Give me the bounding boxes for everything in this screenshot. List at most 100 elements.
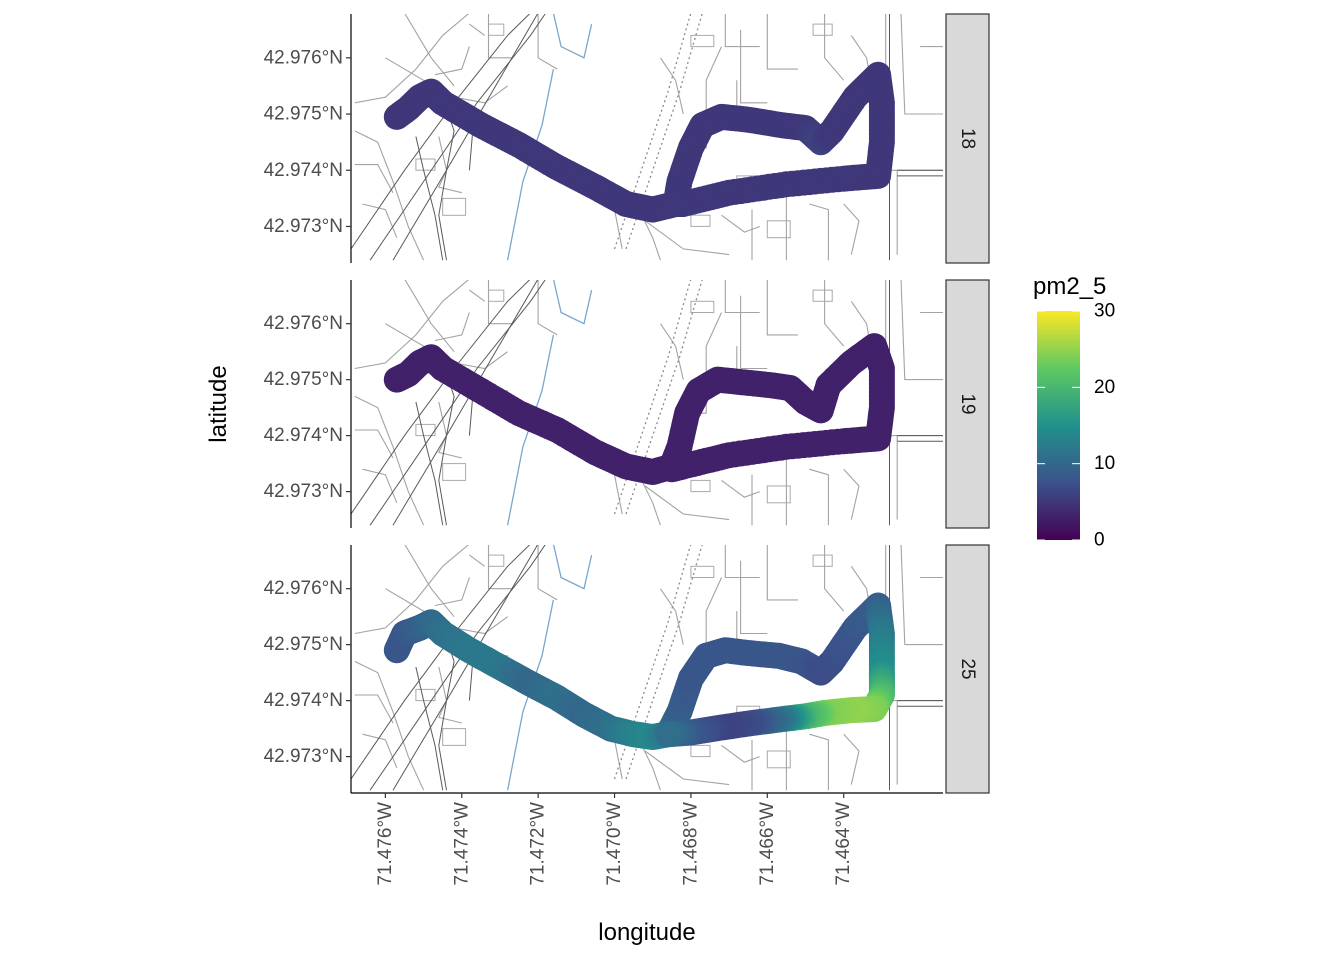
pm2-5-track xyxy=(383,61,895,223)
road-line xyxy=(824,545,845,612)
road-line xyxy=(659,323,684,380)
road-line xyxy=(809,733,829,791)
road-line xyxy=(766,280,798,336)
highway-line xyxy=(415,666,444,791)
building-outline xyxy=(442,728,467,746)
colorbar-ticks: 0 10 20 30 xyxy=(1037,301,1115,551)
road-line xyxy=(843,468,860,520)
building-outline xyxy=(766,485,791,504)
y-tick-label: 42.976°N xyxy=(264,578,343,599)
facet-panel-18: 18 xyxy=(350,13,990,264)
road-line xyxy=(362,203,398,238)
y-tick-label: 42.974°N xyxy=(264,160,343,181)
y-tick-label: 42.975°N xyxy=(264,104,343,125)
road-line xyxy=(487,280,512,325)
road-line xyxy=(354,395,425,526)
road-line xyxy=(469,23,486,36)
building-outline xyxy=(766,750,791,769)
basemap xyxy=(351,280,943,526)
road-line xyxy=(354,694,394,724)
x-tick-label: 71.476°W xyxy=(375,802,396,886)
road-line xyxy=(404,280,455,353)
water-line xyxy=(552,280,593,325)
road-line xyxy=(659,57,684,115)
road-line xyxy=(721,479,760,498)
colorbar xyxy=(1037,311,1080,540)
colorbar-tick-label: 10 xyxy=(1094,453,1115,474)
building-outline xyxy=(690,744,711,758)
y-tick-label: 42.976°N xyxy=(264,47,343,68)
x-tick-label: 71.472°W xyxy=(528,802,549,886)
x-tick-label: 71.468°W xyxy=(680,802,701,886)
facet-strip xyxy=(945,13,990,264)
road-line xyxy=(469,554,486,567)
building-outline xyxy=(488,23,505,36)
road-line xyxy=(404,14,455,87)
track-point xyxy=(658,456,685,483)
colorbar-tick-label: 0 xyxy=(1094,530,1105,551)
y-tick-label: 42.973°N xyxy=(264,481,343,502)
building-outline xyxy=(812,23,833,36)
building-outline xyxy=(812,554,833,567)
road-line xyxy=(362,468,398,504)
y-tick-label: 42.974°N xyxy=(264,690,343,711)
track-point xyxy=(655,721,681,748)
basemap xyxy=(351,545,943,791)
road-line xyxy=(824,14,845,81)
x-tick-label: 71.466°W xyxy=(757,802,778,886)
road-line xyxy=(354,130,425,261)
road-line xyxy=(766,14,798,70)
facet-strip xyxy=(945,279,990,529)
facet-panels: 18 19 25 xyxy=(350,13,990,794)
road-line xyxy=(613,474,623,515)
colorbar-tick-label: 30 xyxy=(1094,301,1115,322)
road-line xyxy=(644,750,730,786)
road-line xyxy=(487,545,512,590)
y-tick-label: 42.975°N xyxy=(264,634,343,655)
road-line xyxy=(537,280,558,336)
road-line xyxy=(721,744,760,763)
road-line xyxy=(434,312,470,342)
highway-line xyxy=(369,14,546,261)
road-line xyxy=(362,733,398,769)
road-line xyxy=(824,280,845,347)
building-outline xyxy=(442,463,467,481)
water-line xyxy=(552,14,593,59)
building-outline xyxy=(488,289,505,302)
road-line xyxy=(644,220,730,256)
road-line xyxy=(434,46,470,76)
building-outline xyxy=(442,197,467,216)
y-axis: 42.976°N 42.975°N 42.974°N 42.973°N 42.976°N… xyxy=(264,47,351,767)
road-line xyxy=(354,280,469,370)
road-line xyxy=(900,14,943,115)
x-axis: 71.476°W 71.474°W 71.472°W 71.470°W 71.468°W… xyxy=(351,792,943,886)
highway-line xyxy=(415,401,444,526)
building-outline xyxy=(690,34,715,48)
pm2-5-track xyxy=(383,333,895,485)
road-line xyxy=(613,739,623,780)
colorbar-tick-label: 20 xyxy=(1094,377,1115,398)
water-line xyxy=(552,545,593,590)
y-tick-label: 42.973°N xyxy=(264,216,343,237)
road-line xyxy=(354,164,394,193)
pm2-5-legend: pm2_5 0 10 20 30 xyxy=(1033,273,1115,551)
building-outline xyxy=(690,300,715,313)
road-line xyxy=(354,545,469,635)
road-line xyxy=(469,289,486,302)
road-line xyxy=(843,733,860,785)
road-line xyxy=(644,485,730,521)
road-line xyxy=(900,280,943,381)
x-tick-label: 71.464°W xyxy=(833,802,854,886)
road-line xyxy=(354,14,469,104)
x-tick-label: 71.474°W xyxy=(451,802,472,886)
road-line xyxy=(404,545,455,618)
x-axis-title: longitude xyxy=(598,919,695,946)
road-line xyxy=(354,660,425,791)
road-line xyxy=(809,203,829,261)
highway-line xyxy=(415,136,444,261)
road-line xyxy=(537,14,558,70)
road-line xyxy=(724,280,760,314)
building-outline xyxy=(690,214,711,227)
y-tick-label: 42.974°N xyxy=(264,425,343,446)
